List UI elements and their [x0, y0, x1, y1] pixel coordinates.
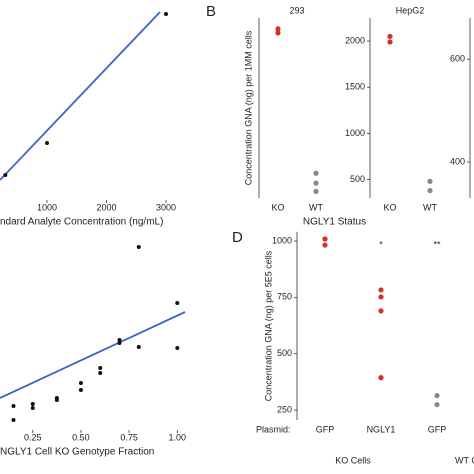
x-tick-label: KO: [271, 202, 284, 212]
annotation: **: [433, 239, 441, 249]
x-tick-label: 1000: [37, 202, 57, 212]
point: [434, 393, 440, 399]
point: [378, 308, 384, 314]
x-tick-label: 1.00: [169, 432, 187, 442]
point: [387, 33, 393, 40]
point: [322, 242, 328, 248]
panel-label: B: [206, 3, 216, 20]
x-tick-label: 2000: [96, 202, 116, 212]
y-tick-label: 250: [277, 404, 292, 414]
x-tick-label: 0.50: [72, 432, 90, 442]
point: [78, 381, 83, 385]
x-axis-label: NGLY1 Status: [303, 217, 366, 228]
point: [434, 402, 440, 408]
panel-label: D: [232, 229, 243, 246]
facet-title: HepG2: [396, 5, 425, 15]
point: [322, 236, 328, 242]
y-axis-label: Concentration GNA (ng) per 1MM cells: [243, 30, 253, 185]
facet-title: 293: [289, 5, 304, 15]
y-tick-label: 1000: [272, 235, 292, 245]
point: [427, 188, 433, 194]
x-tick-label: 0.25: [24, 432, 42, 442]
x-tick-label: KO: [383, 202, 396, 212]
point: [387, 39, 393, 45]
point: [11, 418, 16, 422]
annotation: *: [379, 239, 383, 249]
y-tick-label: 500: [277, 348, 292, 358]
row-label: Plasmid:: [256, 424, 291, 434]
point: [98, 366, 103, 370]
point: [175, 301, 180, 305]
point: [98, 371, 103, 375]
point: [378, 294, 384, 300]
y-axis-label: Concentration GNA (ng) per 5E5 cells: [263, 250, 273, 401]
point: [3, 173, 8, 177]
point: [136, 345, 141, 349]
point: [30, 402, 35, 406]
y-tick-label: 750: [277, 292, 292, 302]
point: [378, 287, 384, 293]
x-tick-label: GFP: [428, 424, 447, 434]
point: [275, 26, 281, 32]
point: [313, 180, 319, 186]
x-tick-label: 3000: [156, 202, 176, 212]
x-axis-label: ndard Analyte Concentration (ng/mL): [0, 217, 163, 228]
x-axis-label: NGLY1 Cell KO Genotype Fraction: [0, 447, 154, 458]
point: [136, 245, 141, 249]
y-tick-label: 500: [350, 174, 365, 184]
cell-group-label: WT Ce: [455, 455, 474, 465]
point: [164, 12, 169, 16]
fit-line: [0, 11, 161, 181]
x-tick-label: WT: [309, 202, 323, 212]
point: [78, 388, 83, 392]
x-tick-label: WT: [423, 202, 437, 212]
point: [313, 170, 319, 176]
point: [30, 406, 35, 410]
y-tick-label: 2000: [345, 35, 365, 45]
point: [117, 341, 122, 345]
x-tick-label: NGLY1: [367, 424, 396, 434]
y-tick-label: 400: [450, 156, 465, 166]
fit-line: [0, 311, 186, 399]
cell-group-label: KO Cells: [335, 455, 371, 465]
x-tick-label: GFP: [316, 424, 335, 434]
point: [313, 188, 319, 194]
y-tick-label: 1000: [345, 128, 365, 138]
point: [45, 141, 50, 145]
x-tick-label: 0.75: [120, 432, 138, 442]
y-tick-label: 1500: [345, 82, 365, 92]
point: [117, 338, 122, 342]
point: [427, 178, 433, 184]
point: [11, 404, 16, 408]
point: [54, 398, 59, 402]
y-tick-label: 600: [450, 54, 465, 64]
point: [275, 30, 281, 36]
point: [378, 375, 384, 381]
point: [175, 346, 180, 350]
